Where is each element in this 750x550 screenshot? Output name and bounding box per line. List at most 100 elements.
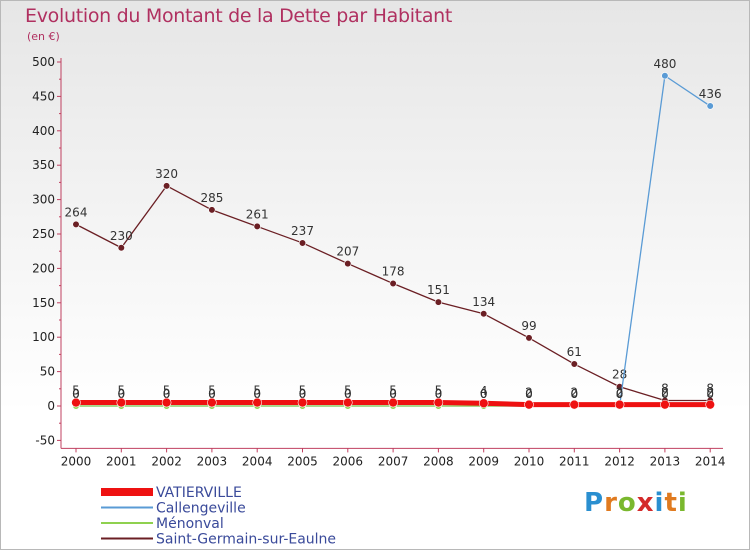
x-tick-label: 2007: [378, 454, 409, 468]
legend-swatch: [101, 522, 153, 524]
data-label: 0: [480, 387, 488, 401]
chart-title: Evolution du Montant de la Dette par Hab…: [25, 5, 453, 27]
data-label: 0: [435, 387, 443, 401]
data-point: [344, 259, 352, 268]
data-point: [72, 220, 80, 228]
x-tick-label: 2013: [650, 454, 681, 468]
data-label: 0: [344, 387, 352, 401]
x-tick-label: 2005: [287, 454, 318, 468]
y-tick-label: 250: [32, 227, 55, 241]
data-label: 237: [291, 224, 314, 238]
data-label: 0: [299, 387, 307, 401]
data-label: 0: [72, 387, 80, 401]
proxiti-logo: Proxiti: [584, 488, 688, 518]
data-label: 4: [480, 384, 488, 398]
logo-letter: o: [617, 488, 637, 518]
data-label: 264: [65, 205, 88, 219]
x-tick-label: 2001: [106, 454, 137, 468]
data-label: 0: [253, 387, 261, 401]
data-point: [208, 206, 216, 214]
data-label: 0: [299, 387, 307, 401]
data-label: 0: [344, 387, 352, 401]
data-label: 151: [427, 283, 450, 297]
data-label: 0: [570, 387, 578, 401]
data-point: [207, 397, 217, 408]
data-label: 436: [699, 87, 722, 101]
x-tick-label: 2002: [151, 454, 182, 468]
legend-swatch: [101, 488, 153, 496]
y-tick-label: 0: [47, 399, 55, 413]
data-label: 5: [208, 384, 216, 398]
data-label: 99: [521, 319, 536, 333]
data-point: [433, 397, 444, 408]
y-tick-label: 500: [32, 55, 55, 69]
data-point: [570, 360, 578, 368]
x-tick-label: 2012: [604, 454, 635, 468]
data-point: [161, 397, 172, 408]
data-label: 0: [117, 387, 125, 401]
data-label: 0: [389, 387, 397, 401]
logo-letter: x: [636, 488, 655, 518]
data-label: 0: [616, 387, 624, 401]
logo-letter: P: [584, 488, 605, 518]
data-label: 0: [435, 387, 443, 401]
data-label: 0: [706, 387, 714, 401]
data-label: 285: [200, 191, 223, 205]
data-label: 5: [435, 384, 443, 398]
data-label: 2: [616, 386, 624, 400]
data-label: 0: [525, 387, 533, 401]
chart-subtitle: (en €): [27, 30, 60, 43]
legend: VATIERVILLECallengevilleMénonvalSaint-Ge…: [101, 485, 336, 548]
data-label: 5: [72, 384, 80, 398]
data-point: [705, 399, 716, 410]
x-tick-label: 2014: [695, 454, 726, 468]
data-point: [478, 398, 489, 409]
data-point: [71, 397, 81, 408]
data-point: [117, 244, 125, 252]
data-point: [297, 397, 308, 408]
data-label: 0: [525, 387, 533, 401]
data-label: 5: [344, 384, 352, 398]
data-point: [615, 383, 624, 391]
data-point: [388, 397, 398, 408]
y-tick-label: 400: [32, 124, 55, 138]
data-point: [252, 397, 263, 408]
data-point: [525, 334, 533, 342]
data-point: [163, 182, 171, 190]
data-label: 230: [110, 229, 133, 243]
data-label: 0: [163, 387, 171, 401]
data-label: 8: [706, 381, 714, 395]
y-tick-label: 150: [32, 296, 55, 310]
data-point: [660, 399, 670, 410]
x-tick-label: 2009: [468, 454, 499, 468]
data-label: 8: [661, 381, 669, 395]
data-point: [480, 310, 488, 318]
data-point: [116, 397, 127, 408]
y-tick-label: 100: [32, 330, 55, 344]
data-label: 0: [253, 387, 261, 401]
data-label: 2: [525, 386, 533, 400]
y-tick-label: 200: [32, 261, 55, 275]
data-point: [434, 298, 443, 306]
data-label: 0: [208, 387, 216, 401]
logo-letter: i: [677, 488, 688, 518]
x-tick-label: 2011: [559, 454, 590, 468]
y-tick-label: 350: [32, 158, 55, 172]
data-label: 0: [616, 387, 624, 401]
data-label: 0: [480, 387, 488, 401]
data-point: [524, 399, 534, 410]
y-tick-label: 450: [32, 89, 55, 103]
data-label: 61: [567, 345, 582, 359]
data-label: 0: [117, 387, 125, 401]
y-tick-label: -50: [35, 433, 55, 447]
data-label: 178: [382, 265, 405, 279]
x-tick-label: 2000: [61, 454, 92, 468]
y-tick-label: 300: [32, 193, 55, 207]
data-label: 480: [653, 57, 676, 71]
legend-label: Saint-Germain-sur-Eaulne: [156, 532, 336, 548]
data-label: 2: [661, 386, 669, 400]
data-label: 5: [163, 384, 171, 398]
